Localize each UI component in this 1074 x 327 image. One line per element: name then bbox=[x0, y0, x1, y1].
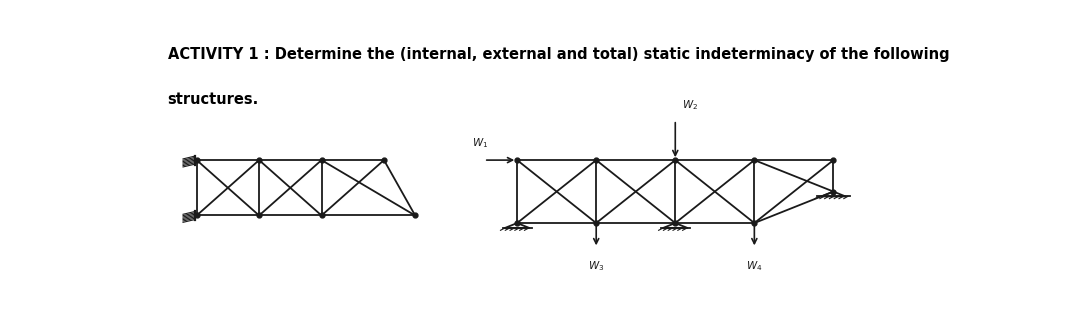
Text: $W_2$: $W_2$ bbox=[682, 98, 698, 112]
Text: $W_4$: $W_4$ bbox=[746, 260, 763, 273]
Text: ACTIVITY 1 : Determine the (internal, external and total) static indeterminacy o: ACTIVITY 1 : Determine the (internal, ex… bbox=[168, 47, 949, 62]
Text: $W_1$: $W_1$ bbox=[471, 136, 488, 150]
Text: $W_3$: $W_3$ bbox=[589, 260, 605, 273]
Text: structures.: structures. bbox=[168, 92, 259, 107]
